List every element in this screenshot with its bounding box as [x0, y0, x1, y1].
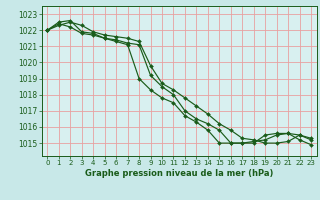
X-axis label: Graphe pression niveau de la mer (hPa): Graphe pression niveau de la mer (hPa)	[85, 169, 273, 178]
